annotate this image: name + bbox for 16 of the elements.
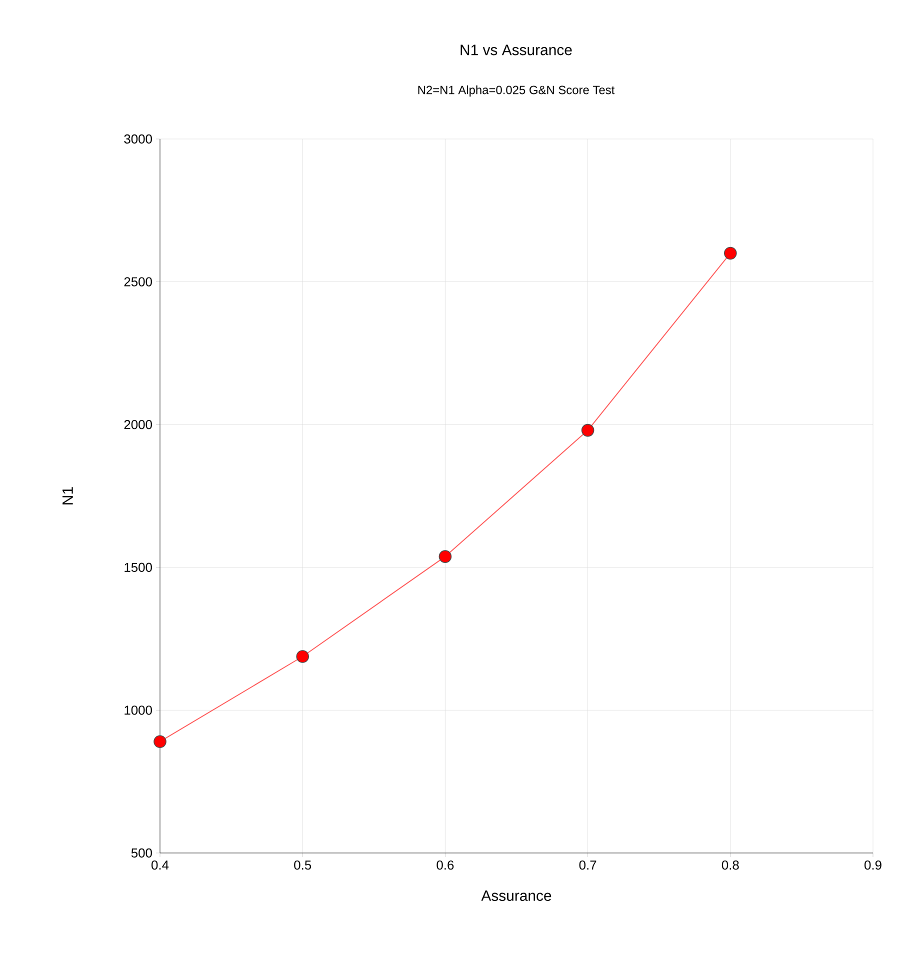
y-tick-label: 2500: [124, 277, 152, 286]
x-tick-label: 0.7: [579, 860, 596, 870]
x-tick-label: 0.4: [152, 860, 169, 870]
x-tick-label: 0.8: [722, 860, 739, 870]
x-tick-label: 0.9: [864, 860, 882, 870]
y-axis-title: N1: [62, 487, 73, 504]
chart-title: N1 vs Assurance: [460, 44, 572, 56]
x-tick-label: 0.6: [436, 860, 454, 870]
x-tick-label: 0.5: [294, 860, 312, 870]
y-tick-label: 1000: [124, 706, 152, 715]
y-tick-label: 3000: [124, 134, 152, 144]
x-axis-title: Assurance: [481, 890, 552, 901]
y-tick-label: 1500: [124, 562, 152, 572]
chart-subtitle: N2=N1 Alpha=0.025 G&N Score Test: [418, 85, 615, 97]
y-tick-label: 2000: [124, 420, 152, 430]
y-tick-label: 500: [131, 848, 152, 858]
